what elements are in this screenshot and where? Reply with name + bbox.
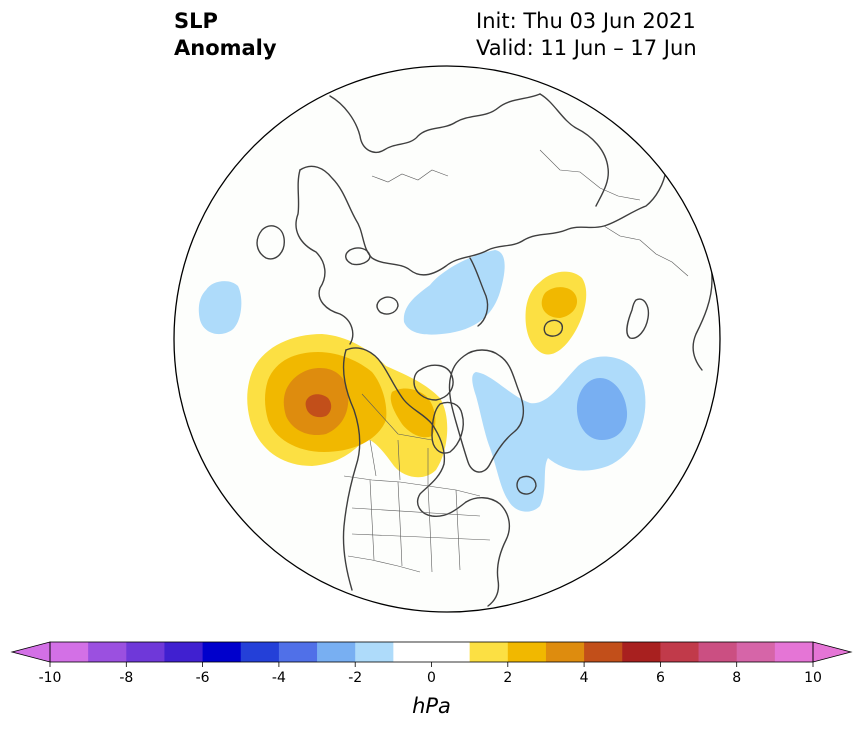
positive-anomaly-siberia-core	[541, 287, 578, 318]
colorbar-segment	[736, 642, 776, 662]
coastline-mediterranean	[329, 93, 541, 154]
chart-title: SLP Anomaly	[174, 8, 277, 62]
colorbar-segment	[126, 642, 166, 662]
border-us-states-1	[369, 479, 375, 561]
colorbar-tick-label: -10	[39, 670, 62, 686]
init-date: Init: Thu 03 Jun 2021	[476, 9, 696, 33]
border-china-mongolia	[603, 225, 689, 277]
colorbar-segment	[393, 642, 433, 662]
colorbar-extend-max	[812, 641, 853, 663]
colorbar-segments	[10, 641, 853, 663]
colorbar-tick-label: -8	[119, 670, 133, 686]
colorbar-extend-min	[10, 641, 51, 663]
coastline-canadian-archipelago	[413, 364, 454, 401]
map-ocean-background	[174, 66, 720, 612]
polar-map	[173, 65, 721, 613]
positive-anomaly-alaska-core	[305, 394, 332, 418]
coastline-newfoundland	[516, 475, 537, 495]
colorbar-segment	[317, 642, 356, 662]
colorbar-segment	[431, 642, 471, 662]
colorbar-tick-label: -4	[272, 670, 286, 686]
border-alaska-canada	[361, 393, 433, 441]
border-central-asia	[539, 149, 641, 201]
colorbar: -10 -8 -6 -4 -2 0 2 4 6 8 10	[10, 641, 853, 686]
colorbar-tick-label: 6	[656, 670, 665, 686]
colorbar-segment	[469, 642, 509, 662]
border-us-states-5	[351, 507, 481, 517]
colorbar-segment	[774, 642, 814, 662]
colorbar-segment	[698, 642, 738, 662]
colorbar-segment	[660, 642, 700, 662]
colorbar-segment	[278, 642, 318, 662]
title-line-1: SLP	[174, 9, 218, 33]
border-us-states-3	[427, 485, 433, 573]
colorbar-tick-label: 2	[503, 670, 512, 686]
coastline-japan	[626, 298, 650, 339]
negative-anomaly-barents-kara	[403, 250, 505, 335]
anomaly-contours	[198, 250, 646, 512]
border-us-states-4	[455, 489, 461, 571]
negative-anomaly-north-atlantic-core	[576, 378, 628, 440]
map-boundary	[173, 65, 721, 613]
colorbar-units: hPa	[412, 694, 451, 718]
coastline-alaska	[345, 347, 433, 425]
colorbar-tick-label: 4	[580, 670, 589, 686]
colorbar-segment	[50, 642, 89, 662]
colorbar-segment	[88, 642, 127, 662]
colorbar-tick-label: 10	[804, 670, 822, 686]
colorbar-segment	[545, 642, 585, 662]
colorbar-segment	[507, 642, 547, 662]
coastline-north-america-east	[465, 497, 511, 607]
colorbar-segment	[584, 642, 623, 662]
coastline-north-america-west	[342, 349, 361, 591]
coastline-eurasia	[299, 165, 667, 276]
colorbar-segment	[622, 642, 661, 662]
coastline-hudson-bay	[416, 423, 467, 517]
border-us-states-6	[351, 533, 491, 541]
border-us-states-2	[397, 481, 403, 567]
border-canada-provinces	[369, 439, 429, 486]
valid-range: Valid: 11 Jun – 17 Jun	[476, 36, 697, 60]
coastlines	[256, 93, 713, 607]
colorbar-tick-label: -2	[348, 670, 362, 686]
border-canada-us	[343, 475, 481, 497]
colorbar-ticks: -10 -8 -6 -4 -2 0 2 4 6 8 10	[39, 662, 822, 686]
coastline-svalbard	[376, 296, 399, 315]
coastline-iceland	[345, 247, 371, 266]
coastline-novaya-zemlya	[469, 257, 489, 327]
colorbar-tick-label: 0	[427, 670, 436, 686]
positive-anomaly-western-canada	[390, 388, 436, 438]
title-line-2: Anomaly	[174, 36, 277, 60]
colorbar-segment	[164, 642, 204, 662]
coastline-new-siberian-islands	[543, 319, 563, 337]
run-info: Init: Thu 03 Jun 2021 Valid: 11 Jun – 17…	[476, 8, 697, 62]
negative-anomaly-north-pacific	[198, 281, 242, 335]
coastline-scandinavia	[295, 169, 354, 345]
colorbar-tick-label: 8	[732, 670, 741, 686]
border-us-mexico	[347, 555, 421, 573]
coastline-arabia	[539, 93, 610, 207]
coastline-british-isles	[256, 225, 285, 260]
border-russia-europe	[371, 169, 449, 183]
colorbar-segment	[240, 642, 280, 662]
political-borders	[343, 149, 689, 573]
colorbar-segment	[355, 642, 394, 662]
colorbar-segment	[202, 642, 242, 662]
colorbar-tick-label: -6	[196, 670, 210, 686]
